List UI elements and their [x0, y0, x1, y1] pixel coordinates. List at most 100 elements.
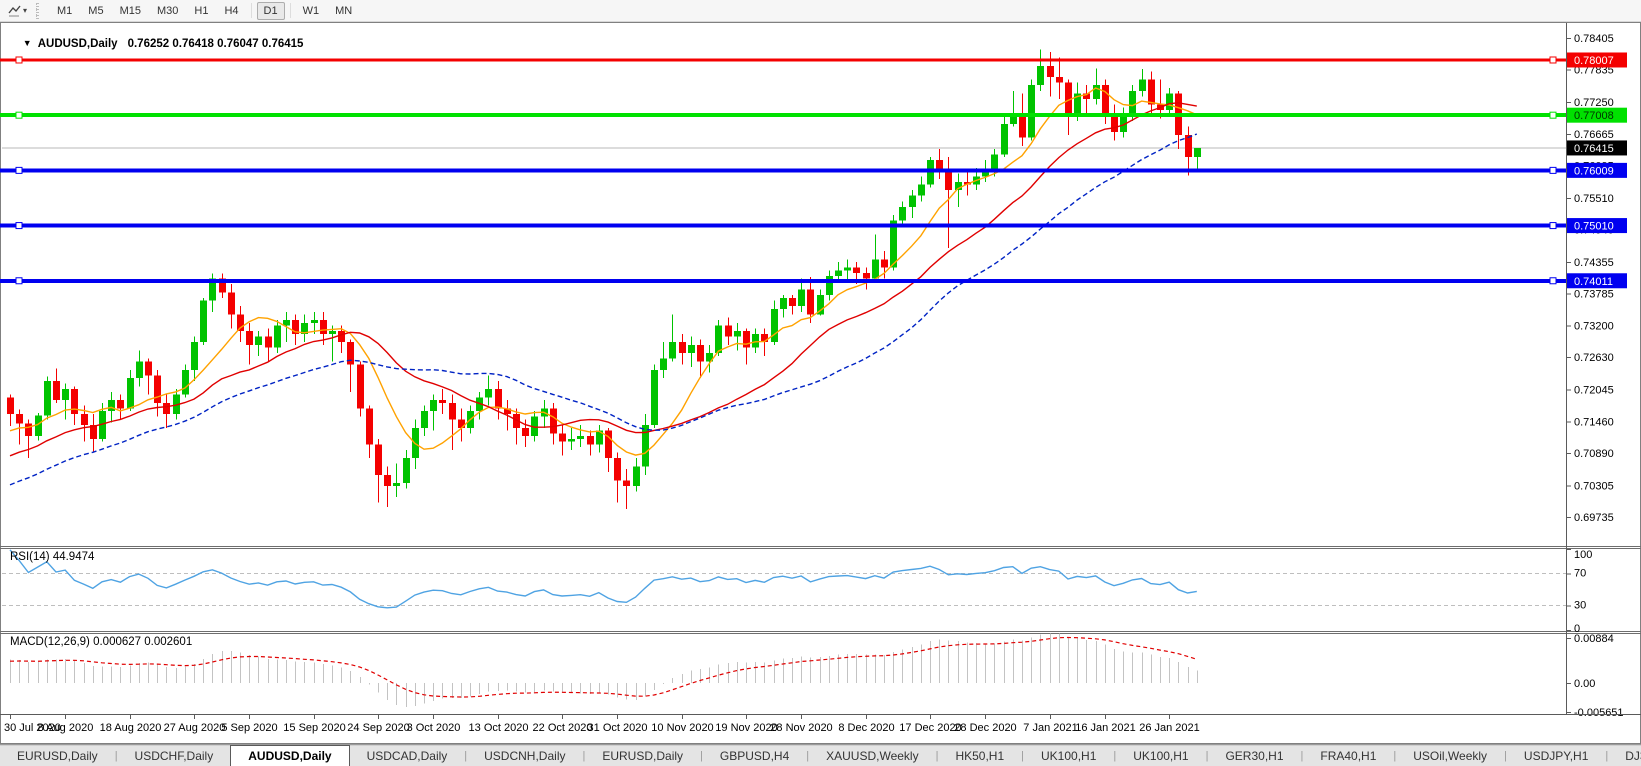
symbol-tab-fra40-h1[interactable]: FRA40,H1 [1303, 745, 1394, 766]
svg-text:16 Jan 2021: 16 Jan 2021 [1075, 722, 1136, 734]
svg-text:0.74011: 0.74011 [1574, 276, 1613, 288]
timeframe-button-h1[interactable]: H1 [187, 2, 215, 20]
timeframe-button-m15[interactable]: M15 [113, 2, 148, 20]
svg-text:0.78007: 0.78007 [1574, 55, 1614, 67]
symbol-tab-usdchf-daily[interactable]: USDCHF,Daily [117, 745, 231, 766]
svg-text:0.73200: 0.73200 [1574, 321, 1614, 333]
line-handle[interactable] [1549, 56, 1557, 64]
symbol-tab-usdcnh-daily[interactable]: USDCNH,Daily [467, 745, 583, 766]
svg-text:0.75510: 0.75510 [1574, 193, 1614, 205]
svg-text:0.72045: 0.72045 [1574, 384, 1614, 396]
svg-text:30: 30 [1574, 600, 1586, 612]
line-handle[interactable] [1549, 222, 1557, 230]
svg-text:0.69735: 0.69735 [1574, 512, 1614, 524]
symbol-tab-ger30-h1[interactable]: GER30,H1 [1208, 745, 1301, 766]
tab-separator: | [1605, 745, 1609, 766]
price-pane[interactable] [0, 49, 1566, 510]
chart-canvas[interactable]: 0.784050.778350.772500.766650.760950.755… [0, 22, 1641, 744]
symbol-tab-eurusd-daily[interactable]: EURUSD,Daily [585, 745, 701, 766]
price-badge-0.77008[interactable]: 0.77008 [1567, 107, 1627, 123]
timeframe-button-d1[interactable]: D1 [256, 1, 285, 20]
svg-text:0.76415: 0.76415 [1574, 143, 1614, 155]
line-handle[interactable] [15, 222, 23, 230]
timeframe-button-m1[interactable]: M1 [50, 2, 79, 20]
slow-ma-line [9, 133, 1198, 486]
tab-separator: | [114, 745, 118, 766]
symbol-tab-eurusd-daily[interactable]: EURUSD,Daily [0, 745, 115, 766]
svg-text:8 Aug 2020: 8 Aug 2020 [38, 722, 94, 734]
line-handle[interactable] [15, 277, 23, 285]
line-handle[interactable] [1549, 111, 1557, 119]
svg-text:0.70305: 0.70305 [1574, 481, 1614, 493]
line-handle[interactable] [1549, 277, 1557, 285]
horizontal-line-0.78007[interactable] [0, 56, 1566, 64]
svg-text:0.72630: 0.72630 [1574, 352, 1614, 364]
chart-cursor-icon [8, 5, 21, 16]
chart-tools-button[interactable]: ▾ [4, 3, 30, 19]
timeframe-button-m30[interactable]: M30 [150, 2, 185, 20]
macd-signal-line [9, 636, 1197, 698]
line-handle[interactable] [15, 166, 23, 174]
symbol-tab-dj30-daily[interactable]: DJ30,Daily [1608, 745, 1641, 766]
price-badge-0.74011[interactable]: 0.74011 [1567, 273, 1627, 289]
tab-separator: | [1205, 745, 1209, 766]
svg-text:19 Nov 2020: 19 Nov 2020 [715, 722, 777, 734]
symbol-tab-usdjpy-h1[interactable]: USDJPY,H1 [1506, 745, 1606, 766]
symbol-tab-hk50-h1[interactable]: HK50,H1 [938, 745, 1022, 766]
horizontal-line-0.76009[interactable] [0, 166, 1566, 174]
horizontal-line-0.75010[interactable] [0, 222, 1566, 230]
line-handle[interactable] [1549, 166, 1557, 174]
timeframe-button-w1[interactable]: W1 [296, 2, 327, 20]
svg-text:13 Oct 2020: 13 Oct 2020 [469, 722, 529, 734]
price-badge-0.78007[interactable]: 0.78007 [1567, 52, 1627, 68]
svg-text:0.70890: 0.70890 [1574, 448, 1614, 460]
line-handle[interactable] [15, 111, 23, 119]
timeframe-button-group: M1 M5 M15 M30 H1 H4 D1 W1 MN [45, 0, 364, 22]
symbol-tab-usoil-weekly[interactable]: USOil,Weekly [1396, 745, 1505, 766]
symbol-tab-audusd-daily[interactable]: AUDUSD,Daily [230, 745, 350, 766]
svg-text:0.74355: 0.74355 [1574, 257, 1614, 269]
price-badge-0.75010[interactable]: 0.75010 [1567, 218, 1627, 234]
symbol-tab-usdcad-daily[interactable]: USDCAD,Daily [349, 745, 465, 766]
line-handle[interactable] [15, 56, 23, 64]
tab-separator: | [1504, 745, 1507, 766]
svg-text:0: 0 [1574, 623, 1580, 635]
chevron-down-icon[interactable]: ▾ [23, 6, 28, 15]
symbol-tab-uk100-h1[interactable]: UK100,H1 [1116, 745, 1206, 766]
rsi-pane[interactable] [2, 549, 1566, 609]
toolbar-separator [250, 3, 252, 18]
price-badge-0.76009[interactable]: 0.76009 [1567, 162, 1627, 178]
current-price-badge[interactable]: 0.76415 [1567, 140, 1627, 156]
timeframe-button-h4[interactable]: H4 [217, 2, 245, 20]
horizontal-line-0.74011[interactable] [0, 277, 1566, 285]
symbol-tab-bar: EURUSD,Daily | USDCHF,Daily AUDUSD,Daily USD… [0, 744, 1641, 766]
symbol-tab-uk100-h1[interactable]: UK100,H1 [1024, 745, 1114, 766]
timeframe-button-m5[interactable]: M5 [81, 2, 110, 20]
svg-text:5 Sep 2020: 5 Sep 2020 [221, 722, 277, 734]
svg-text:0.77008: 0.77008 [1574, 110, 1614, 122]
symbol-tab-gbpusd-h4[interactable]: GBPUSD,H4 [702, 745, 807, 766]
tab-separator: | [582, 745, 586, 766]
svg-text:0.75010: 0.75010 [1574, 221, 1614, 233]
tab-separator: | [1021, 745, 1024, 766]
timeframe-button-mn[interactable]: MN [328, 2, 359, 20]
tab-separator: | [935, 745, 939, 766]
svg-text:28 Nov 2020: 28 Nov 2020 [770, 722, 832, 734]
svg-text:70: 70 [1574, 567, 1586, 579]
macd-pane[interactable] [9, 633, 1199, 707]
symbol-tab-xauusd-weekly[interactable]: XAUUSD,Weekly [809, 745, 936, 766]
chart-window: 0.784050.778350.772500.766650.760950.755… [0, 22, 1641, 744]
svg-text:0.73785: 0.73785 [1574, 288, 1614, 300]
tab-separator: | [1300, 745, 1304, 766]
tab-separator: | [464, 745, 468, 766]
svg-text:15 Sep 2020: 15 Sep 2020 [283, 722, 345, 734]
svg-text:27 Aug 2020: 27 Aug 2020 [164, 722, 226, 734]
horizontal-line-0.77008[interactable] [0, 111, 1566, 119]
svg-text:-0.005651: -0.005651 [1574, 707, 1624, 719]
price-axis[interactable]: 0.784050.778350.772500.766650.760950.755… [1566, 23, 1627, 719]
svg-text:24 Sep 2020: 24 Sep 2020 [347, 722, 409, 734]
svg-text:10 Nov 2020: 10 Nov 2020 [651, 722, 713, 734]
svg-text:0.71460: 0.71460 [1574, 417, 1614, 429]
toolbar-grip[interactable] [36, 2, 40, 19]
